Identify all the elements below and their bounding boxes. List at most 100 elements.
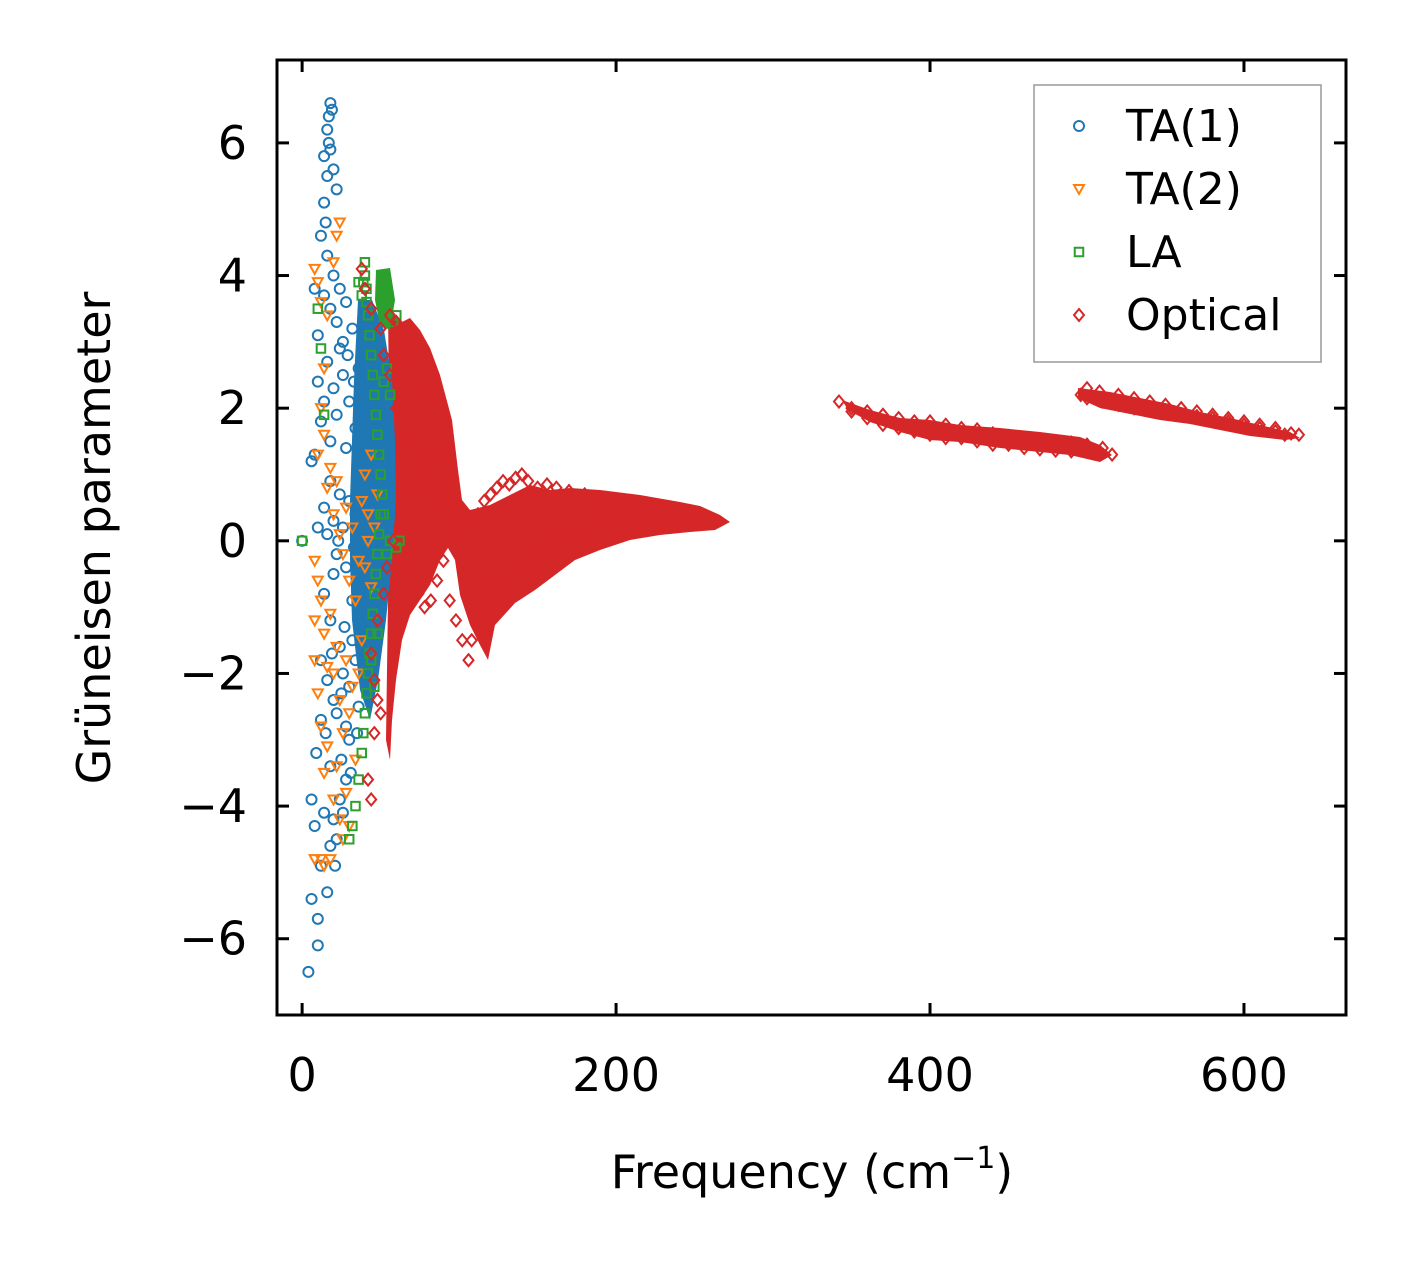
point-optical-25 — [465, 632, 478, 648]
point-optical-64 — [594, 490, 607, 506]
point-optical-36 — [531, 546, 544, 562]
legend-label-ta-2: TA(2) — [1125, 164, 1242, 215]
point-optical-79 — [386, 533, 400, 549]
point-ta-1-88 — [322, 136, 335, 149]
point-ta-1-19 — [321, 674, 334, 687]
point-ta-1-87 — [324, 97, 337, 110]
point-ta-2-48 — [326, 794, 341, 807]
point-la-15 — [372, 429, 383, 440]
point-optical-33 — [512, 566, 526, 582]
legend-marker-optical — [1072, 307, 1086, 323]
point-ta-1-71 — [321, 249, 334, 262]
plot-frame — [275, 58, 1348, 1017]
point-ta-2-58 — [358, 469, 372, 482]
point-optical-6 — [396, 334, 409, 350]
point-la-22 — [370, 568, 382, 580]
optical-band-high — [1078, 388, 1300, 440]
point-optical-125 — [1017, 440, 1031, 456]
point-ta-1-28 — [327, 567, 340, 580]
y-tick-label-2: 2 — [218, 381, 247, 435]
point-ta-1-56 — [324, 435, 337, 448]
point-optical-58 — [521, 473, 535, 489]
x-axis-title: Frequency (cm−1) — [611, 1141, 1014, 1199]
point-optical-31 — [499, 573, 513, 589]
point-optical-91 — [396, 427, 409, 443]
point-ta-1-89 — [325, 103, 338, 116]
point-ta-1-53 — [314, 415, 327, 428]
point-optical-5 — [389, 314, 403, 330]
point-ta-2-39 — [348, 754, 363, 767]
point-optical-143 — [1269, 420, 1282, 436]
point-ta-1-30 — [336, 667, 349, 680]
point-ta-1-103 — [338, 621, 351, 634]
point-ta-2-30 — [320, 661, 334, 674]
point-optical-0 — [355, 261, 369, 277]
point-ta-1-27 — [324, 614, 337, 627]
point-optical-82 — [405, 566, 419, 582]
point-ta-2-31 — [323, 608, 338, 621]
point-optical-34 — [518, 559, 532, 575]
point-ta-2-9 — [311, 449, 325, 462]
point-la-14 — [370, 409, 382, 421]
point-la-50 — [372, 628, 383, 639]
point-optical-119 — [923, 427, 937, 443]
legend-label-la: LA — [1126, 227, 1182, 278]
point-la-28 — [361, 688, 372, 699]
point-la-38 — [378, 376, 389, 387]
point-optical-131 — [1080, 380, 1094, 396]
point-ta-1-95 — [335, 687, 348, 700]
point-ta-1-73 — [327, 269, 340, 282]
point-ta-2-40 — [351, 668, 366, 681]
point-optical-130 — [1074, 387, 1088, 403]
point-optical-140 — [1221, 410, 1235, 426]
point-optical-18 — [459, 519, 472, 536]
point-ta-1-4 — [311, 912, 324, 925]
optical-band-low — [386, 310, 730, 760]
point-optical-133 — [1112, 387, 1125, 403]
point-optical-14 — [443, 500, 456, 516]
point-optical-157 — [1253, 420, 1266, 436]
point-ta-1-76 — [336, 335, 349, 348]
point-ta-1-110 — [365, 481, 378, 494]
point-optical-94 — [377, 347, 391, 363]
point-optical-41 — [594, 519, 607, 536]
point-ta-2-12 — [323, 462, 338, 475]
legend-marker-ta-1 — [1073, 120, 1085, 132]
y-tick-label--6: −6 — [179, 912, 247, 966]
point-optical-76 — [371, 612, 384, 628]
point-optical-4 — [383, 307, 397, 323]
point-optical-1 — [358, 281, 372, 297]
point-ta-2-23 — [358, 562, 372, 575]
point-ta-1-101 — [351, 727, 364, 740]
point-la-37 — [353, 276, 364, 288]
point-ta-1-2 — [305, 892, 318, 905]
point-la-17 — [375, 469, 386, 480]
point-ta-2-1 — [311, 277, 325, 290]
point-optical-66 — [625, 496, 639, 512]
point-optical-139 — [1206, 407, 1219, 423]
point-ta-1-74 — [330, 315, 343, 328]
point-ta-2-24 — [361, 535, 375, 548]
point-la-11 — [365, 349, 377, 361]
point-la-34 — [347, 820, 358, 832]
legend-marker-la — [1073, 246, 1085, 258]
series-optical — [355, 261, 1306, 808]
point-optical-59 — [531, 480, 544, 496]
point-ta-1-63 — [346, 322, 359, 335]
point-optical-21 — [443, 592, 456, 609]
point-optical-67 — [641, 500, 654, 516]
point-optical-40 — [578, 519, 591, 536]
point-optical-74 — [368, 672, 381, 688]
point-ta-1-5 — [308, 819, 321, 832]
y-axis-title: Grüneisen parameter — [67, 291, 121, 784]
point-ta-1-80 — [321, 170, 334, 183]
point-ta-2-14 — [329, 476, 344, 489]
point-optical-80 — [393, 519, 406, 536]
point-optical-8 — [408, 360, 422, 376]
point-optical-148 — [1112, 397, 1125, 413]
point-ta-2-33 — [329, 641, 344, 654]
point-optical-61 — [550, 480, 563, 496]
point-ta-2-61 — [367, 522, 382, 535]
point-ta-2-60 — [364, 449, 378, 462]
point-optical-49 — [707, 514, 720, 530]
